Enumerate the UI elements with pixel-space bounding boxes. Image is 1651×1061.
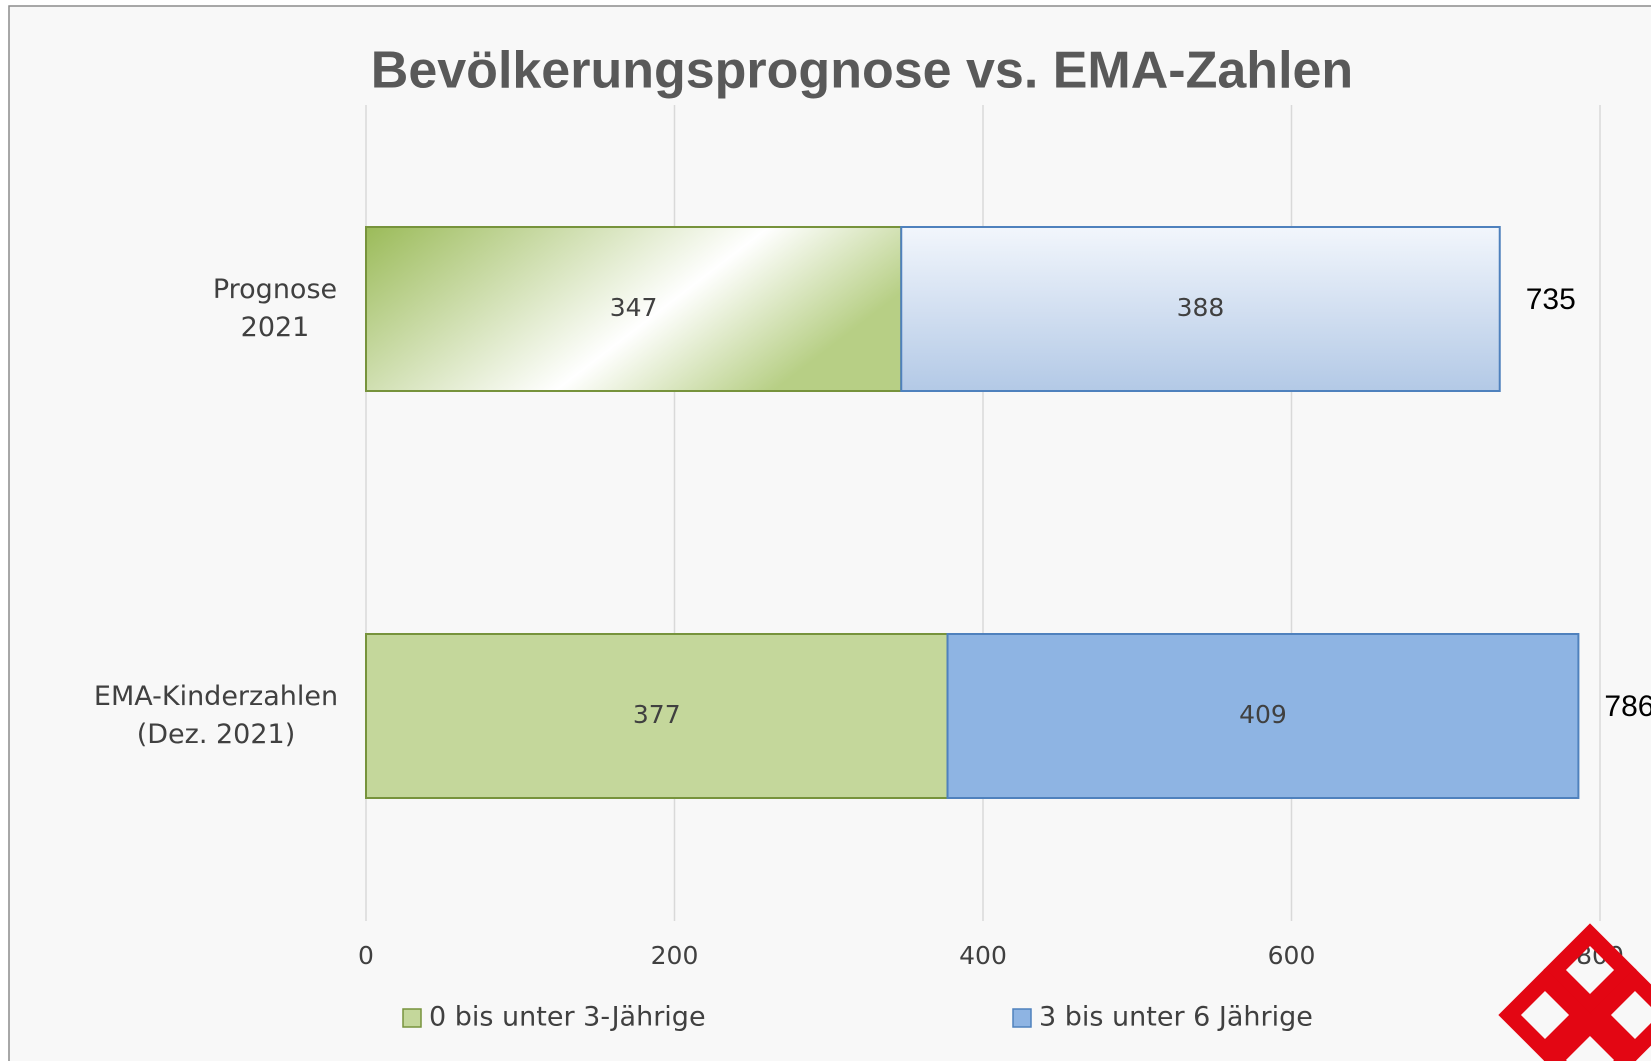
data-label: 347 bbox=[610, 293, 658, 322]
label-line: Prognose bbox=[213, 274, 337, 305]
bar-segment bbox=[365, 633, 949, 799]
legend-label: 3 bis unter 6 Jährige bbox=[1039, 1002, 1313, 1033]
total-label: 786 bbox=[1604, 690, 1651, 723]
data-label: 388 bbox=[1177, 293, 1225, 322]
chart-title: Bevölkerungsprognose vs. EMA-Zahlen bbox=[371, 42, 1353, 100]
legend-swatch bbox=[1012, 1008, 1032, 1028]
y-tick-label: EMA-Kinderzahlen (Dez. 2021) bbox=[94, 681, 338, 750]
legend-swatch bbox=[402, 1008, 422, 1028]
bar-segment bbox=[900, 226, 1501, 392]
y-tick-label: Prognose 2021 bbox=[213, 274, 337, 343]
x-tick-label: 200 bbox=[651, 941, 699, 970]
total-label: 735 bbox=[1526, 283, 1576, 316]
label-line: 2021 bbox=[241, 312, 310, 343]
data-label: 409 bbox=[1239, 700, 1287, 729]
bar-segment bbox=[946, 633, 1580, 799]
label-line: (Dez. 2021) bbox=[137, 719, 296, 750]
bar-segment bbox=[365, 226, 903, 392]
label-line: EMA-Kinderzahlen bbox=[94, 681, 338, 712]
logo bbox=[1498, 923, 1651, 1061]
data-label: 377 bbox=[633, 700, 681, 729]
x-tick-label: 600 bbox=[1268, 941, 1316, 970]
legend-label: 0 bis unter 3-Jährige bbox=[429, 1002, 706, 1033]
x-tick-label: 400 bbox=[959, 941, 1007, 970]
x-tick-label: 0 bbox=[358, 941, 374, 970]
chart-frame bbox=[8, 5, 1651, 1061]
